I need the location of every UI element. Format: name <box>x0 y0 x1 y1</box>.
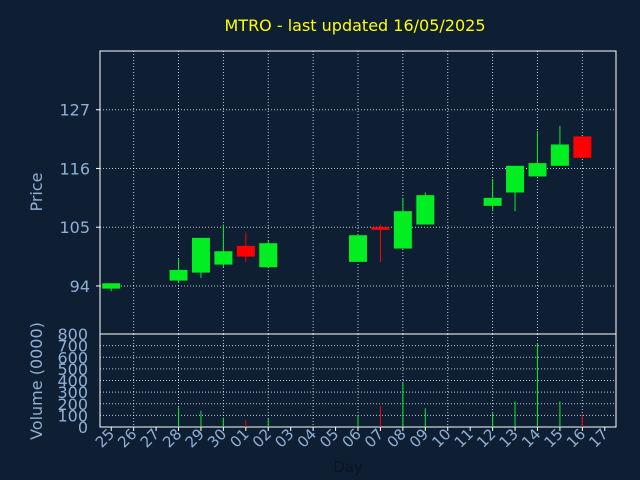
candles <box>102 125 592 292</box>
day-axis-ticks: 2526272829300102030405060708091011121314… <box>92 425 612 451</box>
candle-body <box>236 245 255 257</box>
candle-body <box>393 211 412 249</box>
volume-tick-label: 800 <box>57 325 88 344</box>
price-tick-label: 116 <box>59 159 90 178</box>
price-axis-label: Price <box>27 172 46 211</box>
day-tick-label: 17 <box>585 425 611 451</box>
price-axis-ticks: 94 105 116 127 <box>59 101 100 296</box>
candle-body <box>371 227 390 230</box>
volume-tick-label: 100 <box>57 406 88 425</box>
volume-bars <box>178 343 583 427</box>
day-axis-label: Day <box>333 458 363 476</box>
candle-body <box>102 283 121 289</box>
candle-body <box>259 243 278 268</box>
volume-tick-label: 300 <box>57 383 88 402</box>
volume-axis-label: Volume (0000) <box>27 322 46 440</box>
price-tick-label: 127 <box>59 101 90 120</box>
candle-body <box>528 163 547 177</box>
volume-tick-label: 700 <box>57 337 88 356</box>
candle-body <box>169 269 188 281</box>
price-tick-label: 94 <box>70 277 90 296</box>
candle-body <box>483 197 502 206</box>
volume-tick-label: 200 <box>57 395 88 414</box>
candle-body <box>550 144 569 166</box>
volume-tick-label: 500 <box>57 360 88 379</box>
candle-body <box>191 237 210 273</box>
candle-body <box>349 235 367 262</box>
candle-body <box>214 251 233 265</box>
candle-body <box>573 136 592 158</box>
volume-tick-label: 600 <box>57 348 88 367</box>
volume-tick-label: 0 <box>78 418 88 437</box>
volume-tick-label: 400 <box>57 372 88 391</box>
price-tick-label: 105 <box>59 218 90 237</box>
candle-body <box>506 165 525 193</box>
chart-title: MTRO - last updated 16/05/2025 <box>224 16 485 35</box>
candle-body <box>416 195 435 225</box>
